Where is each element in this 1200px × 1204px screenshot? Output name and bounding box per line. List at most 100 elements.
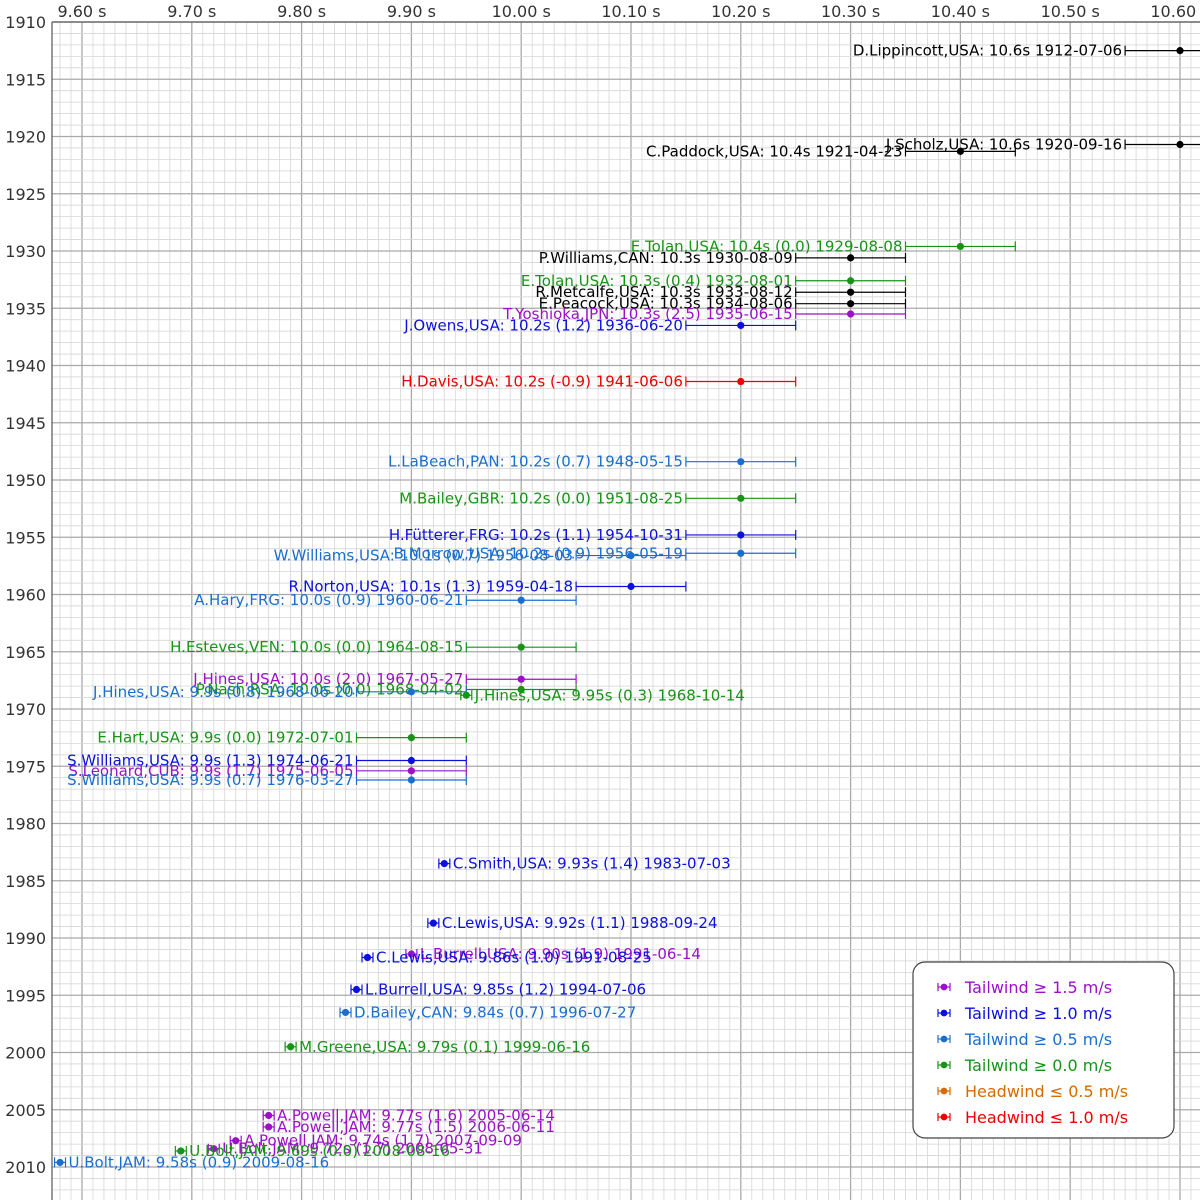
record: E.Tolan,USA: 10.4s (0.0) 1929-08-08 xyxy=(631,237,1016,255)
legend-entry: Tailwind ≥ 0.5 m/s xyxy=(937,1030,1112,1049)
legend-label: Tailwind ≥ 1.0 m/s xyxy=(964,1004,1112,1023)
x-tick-label: 10.30 s xyxy=(821,2,880,21)
record-label: E.Hart,USA: 9.9s (0.0) 1972-07-01 xyxy=(97,729,353,747)
record: C.Paddock,USA: 10.4s 1921-04-23 xyxy=(646,142,1016,160)
record: D.Bailey,CAN: 9.84s (0.7) 1996-07-27 xyxy=(339,1003,636,1021)
y-tick-label: 1970 xyxy=(5,700,46,719)
record-point xyxy=(956,147,965,155)
y-tick-label: 1915 xyxy=(5,70,46,89)
legend-label: Tailwind ≥ 0.5 m/s xyxy=(964,1030,1112,1049)
legend-entry: Headwind ≤ 0.5 m/s xyxy=(937,1082,1128,1101)
record: U.Bolt,JAM: 9.69s (0.0) 2008-08-16 xyxy=(174,1142,450,1160)
x-tick-label: 10.60 s xyxy=(1150,2,1200,21)
y-tick-label: 1985 xyxy=(5,872,46,891)
record: E.Tolan,USA: 10.3s (0.4) 1932-08-01 xyxy=(521,272,907,290)
record-label: B.Morrow,USA: 10.2s (0.9) 1956-05-19 xyxy=(394,544,683,562)
record-point xyxy=(1176,140,1184,149)
record-point xyxy=(440,859,448,868)
record-point xyxy=(737,494,745,502)
y-tick-label: 1975 xyxy=(5,757,46,776)
record-point xyxy=(956,242,965,251)
record: A.Powell,JAM: 9.77s (1.6) 2005-06-14 xyxy=(262,1106,555,1124)
record-point xyxy=(517,596,525,604)
record: R.Metcalfe,USA: 10.3s 1933-08-12 xyxy=(535,283,907,301)
record: S.Leonard,CUB: 9.9s (1.7) 1975-06-05 xyxy=(68,762,467,780)
record-point xyxy=(407,734,415,742)
legend: Tailwind ≥ 1.5 m/s Tailwind ≥ 1.0 m/s Tail… xyxy=(912,961,1175,1139)
record-label: E.Tolan,USA: 10.4s (0.0) 1929-08-08 xyxy=(631,237,903,255)
record-label: U.Bolt,JAM: 9.69s (0.0) 2008-08-16 xyxy=(189,1142,450,1160)
record: L.Burrell,USA: 9.90s (1.9) 1991-06-14 xyxy=(405,945,701,963)
record: W.Williams,USA: 10.1s (0.7) 1956-08-03 xyxy=(274,547,687,565)
record: H.Fütterer,FRG: 10.2s (1.1) 1954-10-31 xyxy=(389,526,797,544)
legend-marker-point xyxy=(940,1113,948,1121)
record: H.Esteves,VEN: 10.0s (0.0) 1964-08-15 xyxy=(170,638,577,656)
grid xyxy=(52,21,1200,1200)
record-label: E.Tolan,USA: 10.3s (0.4) 1932-08-01 xyxy=(521,272,793,290)
record-point xyxy=(737,458,745,466)
record-label: H.Esteves,VEN: 10.0s (0.0) 1964-08-15 xyxy=(170,638,463,656)
record-label: E.Peacock,USA: 10.3s 1934-08-06 xyxy=(539,295,793,313)
record-point xyxy=(517,675,525,683)
y-tick-labels: 1910 1915 1920 1925 1930 1935 1940 1945 1950 1955… xyxy=(5,13,46,1177)
record-point xyxy=(177,1147,185,1155)
x-tick-label: 10.40 s xyxy=(931,2,990,21)
record-point xyxy=(847,277,855,285)
record-label: M.Bailey,GBR: 10.2s (0.0) 1951-08-25 xyxy=(399,489,683,507)
record-point xyxy=(737,531,745,539)
record-label: P.Williams,CAN: 10.3s 1930-08-09 xyxy=(539,249,793,267)
record-label: C.Lewis,USA: 9.86s (1.0) 1991-08-25 xyxy=(376,948,652,966)
y-tick-label: 1945 xyxy=(5,414,46,433)
record-point xyxy=(210,1145,218,1153)
record: A.Powell,JAM: 9.74s (1.7) 2007-09-09 xyxy=(229,1132,522,1150)
record: C.Lewis,USA: 9.92s (1.1) 1988-09-24 xyxy=(427,914,718,932)
y-tick-label: 1940 xyxy=(5,357,46,376)
y-tick-label: 1920 xyxy=(5,128,46,147)
record: A.Powell,JAM: 9.77s (1.5) 2006-06-11 xyxy=(262,1118,555,1136)
record-point xyxy=(407,950,415,958)
record-point xyxy=(407,756,415,765)
legend-marker-point xyxy=(940,1035,948,1043)
record-label: A.Powell,JAM: 9.77s (1.6) 2005-06-14 xyxy=(277,1106,555,1124)
legend-entry: Tailwind ≥ 1.0 m/s xyxy=(937,1004,1112,1023)
record-label: J.Owens,USA: 10.2s (1.2) 1936-06-20 xyxy=(403,316,683,334)
y-tick-label: 1910 xyxy=(5,13,46,32)
record-point xyxy=(232,1137,240,1145)
record: U.Bolt,JAM: 9.58s (0.9) 2009-08-16 xyxy=(53,1153,329,1171)
y-tick-label: 1930 xyxy=(5,242,46,261)
x-tick-label: 10.20 s xyxy=(711,2,770,21)
record-point xyxy=(737,549,745,557)
record-label: C.Paddock,USA: 10.4s 1921-04-23 xyxy=(646,142,902,160)
record: J.Scholz,USA: 10.6s 1920-09-16 xyxy=(885,136,1200,154)
record-label: T.Yoshioka,JPN: 10.3s (2.5) 1935-06-15 xyxy=(502,305,793,323)
legend-label: Headwind ≤ 0.5 m/s xyxy=(965,1082,1128,1101)
record-point xyxy=(1176,47,1184,55)
record: D.Lippincott,USA: 10.6s 1912-07-06 xyxy=(853,42,1200,60)
y-tick-label: 1950 xyxy=(5,471,46,490)
record-point xyxy=(265,1111,273,1120)
y-tick-label: 2000 xyxy=(5,1044,46,1063)
legend-label: Tailwind ≥ 1.5 m/s xyxy=(964,978,1112,997)
y-tick-label: 2010 xyxy=(5,1158,46,1177)
record-point xyxy=(517,643,525,651)
y-tick-label: 1935 xyxy=(5,299,46,318)
record-point xyxy=(352,985,361,994)
record-point xyxy=(627,582,635,591)
legend-entry: Headwind ≤ 1.0 m/s xyxy=(937,1108,1128,1127)
record: C.Lewis,USA: 9.86s (1.0) 1991-08-25 xyxy=(361,948,652,966)
record: S.Williams,USA: 9.9s (0.7) 1976-03-27 xyxy=(67,771,467,789)
record-point xyxy=(847,254,855,262)
record-label: U.Bolt,JAM: 9.72s (1.7) 2008-05-31 xyxy=(222,1140,483,1158)
record-label: C.Smith,USA: 9.93s (1.4) 1983-07-03 xyxy=(453,855,731,873)
record-label: L.Burrell,USA: 9.85s (1.2) 1994-07-06 xyxy=(365,981,646,999)
record: T.Yoshioka,JPN: 10.3s (2.5) 1935-06-15 xyxy=(502,305,907,323)
legend-box xyxy=(912,961,1175,1139)
legend-marker-point xyxy=(940,1061,948,1069)
record: E.Peacock,USA: 10.3s 1934-08-06 xyxy=(539,295,907,313)
x-tick-label: 9.90 s xyxy=(387,2,436,21)
y-tick-label: 1995 xyxy=(5,986,46,1005)
record-point xyxy=(407,688,415,696)
legend-marker-point xyxy=(940,1009,948,1017)
record-label: C.Lewis,USA: 9.92s (1.1) 1988-09-24 xyxy=(442,914,718,932)
